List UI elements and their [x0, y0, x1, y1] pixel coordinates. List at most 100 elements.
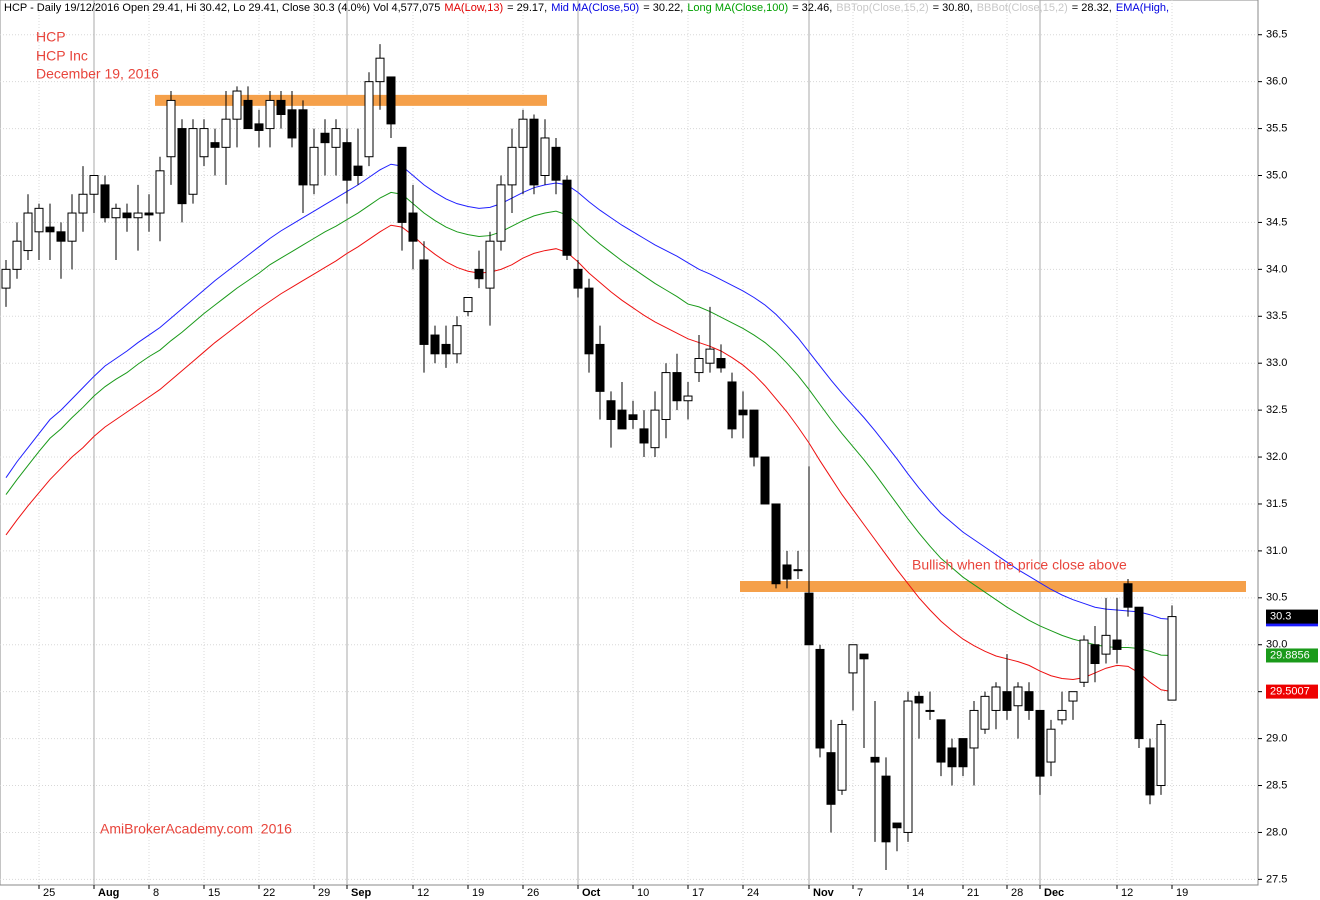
candle-body — [122, 212, 132, 219]
price-tag — [1266, 684, 1318, 699]
price-tag — [1266, 609, 1318, 624]
candle-body — [1145, 747, 1155, 796]
candle-body — [793, 569, 803, 572]
marks — [1, 44, 1246, 870]
candle-body — [815, 648, 825, 749]
y-tick-label: 35.0 — [1266, 169, 1287, 181]
candle-body — [639, 428, 649, 444]
candle-body — [1112, 639, 1122, 650]
x-tick-label: 12 — [1121, 887, 1133, 899]
candle-body — [1035, 709, 1045, 777]
x-tick-label: 19 — [472, 887, 484, 899]
price-tag-label: 29.8856 — [1270, 649, 1310, 661]
candle-body — [716, 358, 726, 369]
x-tick-label: 22 — [263, 887, 275, 899]
y-tick-label: 32.5 — [1266, 404, 1287, 416]
candle-body — [463, 297, 473, 313]
candle-body — [298, 109, 308, 186]
y-tick-label: 32.0 — [1266, 451, 1287, 463]
header-segment: = 29.17, — [507, 2, 548, 14]
header-segment: = 28.32, — [1071, 2, 1112, 14]
x-tick-label: 25 — [43, 887, 55, 899]
candle-body — [518, 118, 528, 148]
x-tick-label: 24 — [747, 887, 759, 899]
candle-body — [441, 343, 451, 355]
y-tick-label: 31.0 — [1266, 545, 1287, 557]
candle-body — [947, 747, 957, 768]
header-segment: Mid MA(Close,50) — [551, 2, 640, 14]
candle-body — [595, 343, 605, 392]
candle-body — [397, 146, 407, 223]
ma-line — [5, 163, 1173, 620]
candle-body — [155, 170, 165, 214]
candle-body — [562, 179, 572, 256]
chart-date: December 19, 2016 — [36, 66, 159, 82]
candle-body — [474, 268, 484, 280]
x-tick-label: 8 — [153, 887, 159, 899]
candle-body — [232, 90, 242, 120]
candle-body — [1101, 634, 1111, 655]
y-tick-label: 34.5 — [1266, 216, 1287, 228]
y-tick-label: 33.5 — [1266, 310, 1287, 322]
candle-body — [265, 99, 275, 130]
company: HCP Inc — [36, 48, 88, 64]
candle-body — [1079, 639, 1089, 683]
candle-body — [914, 695, 924, 704]
candle-body — [617, 409, 627, 430]
header-segment: MA(Low,13) — [444, 2, 504, 14]
candle-body — [749, 409, 759, 458]
candle-body — [628, 414, 638, 421]
candle-body — [353, 165, 363, 176]
candle-body — [408, 212, 418, 242]
header-segment: Long MA(Close,100) — [687, 2, 789, 14]
y-tick-label: 28.5 — [1266, 779, 1287, 791]
candle-body — [529, 118, 539, 186]
y-tick-label: 31.5 — [1266, 498, 1287, 510]
candle-body — [320, 132, 330, 144]
header: HCP - Daily 19/12/2016 Open 29.41, Hi 30… — [4, 1, 1254, 15]
price-tag-label: 30.3 — [1270, 610, 1291, 622]
y-tick-label: 30.5 — [1266, 592, 1287, 604]
y-axis: 27.528.028.529.029.530.030.531.031.532.0… — [38, 29, 1318, 899]
candle-body — [584, 287, 594, 355]
candle-body — [430, 334, 440, 355]
symbol: HCP — [36, 29, 66, 45]
candle-body — [925, 709, 935, 712]
candle-body — [771, 503, 781, 585]
candle-body — [782, 564, 792, 580]
candle-body — [991, 686, 1001, 711]
price-tag-label: 29.5007 — [1270, 686, 1310, 698]
candle-body — [892, 822, 902, 829]
candle-body — [826, 752, 836, 805]
candle-body — [540, 137, 550, 176]
candle-body — [980, 695, 990, 730]
ma-line — [5, 224, 1173, 693]
candle-body — [738, 409, 748, 416]
candle-body — [804, 592, 814, 646]
candle-body — [309, 146, 319, 186]
candle-body — [100, 184, 110, 219]
candle-body — [694, 358, 704, 374]
y-tick-label: 34.0 — [1266, 263, 1287, 275]
candle-body — [1, 268, 11, 289]
candle-body — [419, 259, 429, 345]
candle-body — [683, 395, 693, 402]
candle-body — [78, 193, 88, 214]
candle-body — [573, 268, 583, 289]
candle-body — [23, 212, 33, 252]
candle-body — [903, 700, 913, 833]
candle-body — [727, 381, 737, 430]
candle-body — [650, 409, 660, 449]
header-segment: = 30.80, — [932, 2, 973, 14]
x-tick-label: Aug — [98, 887, 119, 899]
candle-body — [1090, 644, 1100, 665]
header-segment: = 30.22, — [643, 2, 684, 14]
price-tag — [1266, 648, 1318, 663]
x-tick-label: 10 — [637, 887, 649, 899]
x-tick-label: 26 — [527, 887, 539, 899]
candle-body — [881, 775, 891, 843]
y-tick-label: 30.0 — [1266, 639, 1287, 651]
x-tick-label: 14 — [912, 887, 924, 899]
